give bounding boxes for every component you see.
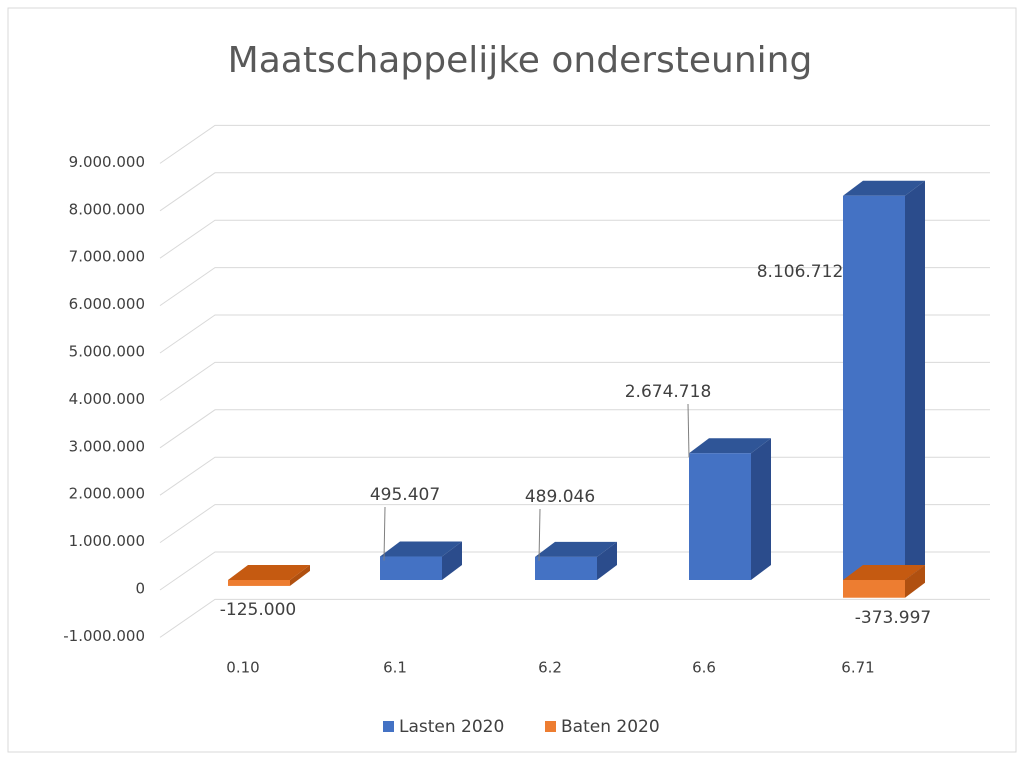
bar-side [442, 541, 462, 580]
bar-side [905, 565, 925, 598]
y-tick-label: 3.000.000 [69, 437, 145, 455]
x-tick-label: 6.2 [538, 659, 562, 677]
bar-top [535, 541, 617, 557]
y-tick-label: 7.000.000 [69, 248, 145, 266]
y-tick-label: 4.000.000 [69, 390, 145, 408]
x-tick-label: 0.10 [226, 659, 259, 677]
data-label: 495.407 [370, 485, 440, 505]
data-label: 8.106.712 [757, 262, 844, 282]
bar-top [843, 565, 925, 580]
bar-top [380, 541, 462, 557]
grid-line [159, 361, 990, 401]
bar-top [228, 565, 310, 580]
y-tick-label: 9.000.000 [69, 153, 145, 171]
bar [228, 580, 290, 586]
y-tick-label: 2.000.000 [69, 485, 145, 503]
leader-line [538, 508, 541, 561]
bar [535, 556, 597, 580]
grid-line [159, 124, 990, 164]
data-label: 489.046 [525, 487, 595, 507]
grid-line [159, 267, 990, 307]
legend-label: Lasten 2020 [399, 717, 504, 737]
bar [843, 580, 905, 598]
legend-swatch [545, 721, 556, 732]
y-tick-label: -1.000.000 [63, 627, 145, 645]
bar-top [843, 180, 925, 196]
chart-title: Maatschappelijke ondersteuning [228, 40, 813, 81]
grid-line [159, 172, 990, 212]
y-tick-label: 8.000.000 [69, 200, 145, 218]
legend-swatch [383, 721, 394, 732]
bar-top [689, 438, 771, 454]
grid-line [159, 219, 990, 259]
y-tick-label: 6.000.000 [69, 295, 145, 313]
data-label: -125.000 [220, 600, 296, 620]
leader-line [383, 506, 386, 561]
bar-side [597, 541, 617, 580]
leader-line [687, 403, 690, 458]
bar [689, 453, 751, 580]
y-tick-label: 5.000.000 [69, 343, 145, 361]
x-tick-label: 6.1 [383, 659, 407, 677]
y-tick-label: 0 [135, 580, 145, 598]
x-tick-label: 6.71 [841, 659, 874, 677]
x-tick-label: 6.6 [692, 659, 716, 677]
bar [380, 556, 442, 580]
grid-line [159, 409, 990, 449]
y-tick-label: 1.000.000 [69, 532, 145, 550]
bar-side [290, 565, 310, 586]
grid-line [159, 598, 990, 638]
bar [843, 195, 905, 580]
bar-side [905, 180, 925, 580]
data-label: 2.674.718 [625, 382, 712, 402]
grid-line [159, 314, 990, 354]
bar-side [751, 438, 771, 580]
legend-label: Baten 2020 [561, 717, 660, 737]
data-label: -373.997 [855, 608, 931, 628]
